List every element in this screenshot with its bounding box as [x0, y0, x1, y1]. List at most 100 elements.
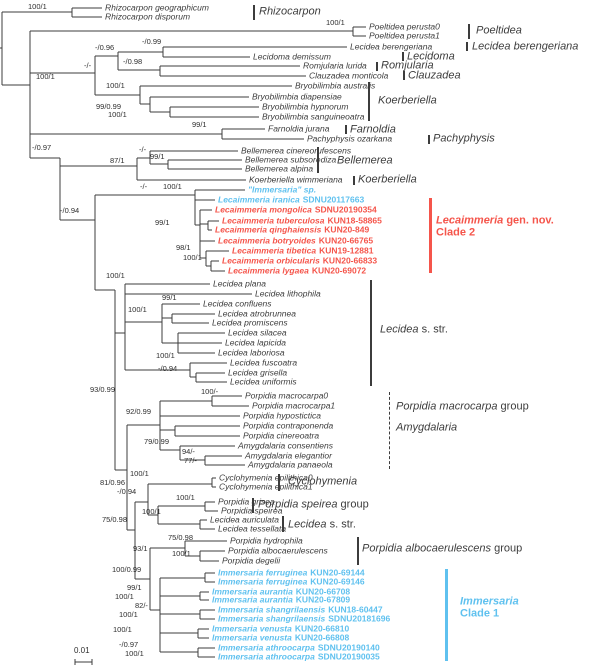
- tip-label: Lecaimmeria orbicularis KUN20-66833: [222, 255, 378, 266]
- tip-label: Cyclohymenia epilithica1: [219, 481, 313, 492]
- support-value: 92/0.99: [126, 407, 152, 416]
- tip-label: Pachyphysis ozarkana: [307, 133, 393, 144]
- tip-label: Lecidea confluens: [203, 298, 272, 309]
- tip-label: Lecaimmeria lygaea KUN20-69072: [228, 265, 367, 276]
- clade-bar: [445, 569, 448, 661]
- clade-label: Lecaimmeria gen. nov.: [436, 214, 554, 227]
- tip-label: Koerberiella wimmeriana: [249, 174, 343, 185]
- tip-label: Bellemerea alpina: [245, 163, 314, 174]
- tip-label: Lecaimmeria tibetica KUN19-12881: [232, 245, 374, 256]
- support-value: 100/1: [176, 493, 195, 502]
- tip-label: Bryobilimbia sanguineoatra: [262, 111, 365, 122]
- support-value: -/0.96: [95, 43, 115, 52]
- clade-label: Clade 1: [460, 607, 500, 620]
- support-value: 100/1: [119, 610, 138, 619]
- clade-label: Farnoldia: [350, 123, 396, 136]
- clade-bar: [429, 198, 432, 273]
- tip-label: Immersaria ferruginea KUN20-69146: [218, 576, 365, 587]
- clade-label: Amygdalaria: [396, 421, 458, 434]
- tip-label: Bellemerea subsorediza: [245, 154, 337, 165]
- support-value: 100/1: [115, 592, 134, 601]
- tip-label: Bryobilimbia diapensiae: [252, 91, 342, 102]
- clade-bar: [389, 392, 390, 469]
- support-value: 79/0.99: [144, 437, 170, 446]
- tip-label: Lecidea laboriosa: [218, 347, 285, 358]
- tip-label: Immersaria shangrilaensis KUN18-60447: [218, 604, 383, 615]
- support-value: -/0.99: [142, 37, 162, 46]
- clade-bar: [368, 82, 370, 121]
- tip-label: Lecidea atrobrunnea: [218, 308, 296, 319]
- tip-label: Lecaimmeria botryoides KUN20-66765: [218, 235, 374, 246]
- tip-label: Lecaimmeria tuberculosa KUN18-58865: [222, 215, 382, 226]
- tip-label: Poeltidea perusta1: [369, 30, 440, 41]
- support-value: 82/-: [135, 601, 148, 610]
- tip-label: Immersaria aurantia KUN20-67809: [212, 594, 351, 605]
- clade-bar: [278, 474, 280, 491]
- support-value: 100/1: [36, 72, 55, 81]
- tip-label: Bryobilimbia hypnorum: [262, 101, 349, 112]
- tip-label: Porpidia macrocarpa0: [245, 390, 329, 401]
- tip-label: Romjularia lurida: [303, 60, 367, 71]
- clade-label: Porpidia albocaerulescens group: [362, 542, 523, 555]
- support-value: -/-: [140, 182, 148, 191]
- tip-label: Clauzadea monticola: [309, 70, 389, 81]
- support-value: 94/-: [182, 447, 195, 456]
- tip-label: Porpidia albocaerulescens: [228, 545, 328, 556]
- support-value: -/-: [84, 61, 92, 70]
- support-value: 100/1: [108, 110, 127, 119]
- support-value: 100/1: [183, 253, 202, 262]
- tip-label: Lecidea uniformis: [230, 376, 297, 387]
- support-value: 99/1: [127, 583, 142, 592]
- tip-label: Immersaria aurantia KUN20-66708: [212, 586, 351, 597]
- support-value: 93/0.99: [90, 385, 116, 394]
- tip-label: Lecidea lapicida: [225, 337, 286, 348]
- support-value: -/-: [139, 145, 147, 154]
- support-value: 100/1: [28, 2, 47, 11]
- support-value: 99/1: [155, 218, 170, 227]
- clade-label: Immersaria: [460, 595, 519, 608]
- tip-label: Porpidia contraponenda: [243, 420, 334, 431]
- tip-label: Lecidoma demissum: [253, 51, 331, 62]
- scale-bar-label: 0.01: [74, 646, 90, 655]
- clade-label: Lecidea s. str.: [288, 518, 356, 531]
- clade-bar: [253, 5, 255, 20]
- tip-label: Amygdalaria elegantior: [245, 450, 332, 461]
- clade-label: Poeltidea: [476, 24, 522, 37]
- clade-label: Romjularia: [381, 59, 434, 72]
- clade-label: Koerberiella: [378, 94, 437, 107]
- tip-label: Lecidea promiscens: [212, 317, 288, 328]
- support-value: 100/1: [172, 549, 191, 558]
- support-value: 99/1: [162, 293, 177, 302]
- tip-label: Lecaimmeria qinghaiensis KUN20-849: [215, 224, 370, 235]
- tip-label: Bellemerea cinereorufescens: [241, 145, 352, 156]
- tip-label: Porpidia speirea: [221, 505, 283, 516]
- clade-label: Lecidea berengeriana: [472, 40, 579, 53]
- clade-bar: [252, 498, 254, 513]
- support-value: 81/0.96: [100, 478, 126, 487]
- clade-label: Bellemerea: [337, 154, 393, 167]
- tip-label: Porpidia degelii: [222, 555, 281, 566]
- support-value: 99/1: [150, 152, 165, 161]
- support-value: 100/1: [130, 469, 149, 478]
- tip-label: Porpidia hypostictica: [243, 410, 321, 421]
- tip-label: Amygdalaria consentiens: [238, 440, 333, 451]
- support-value: -/0.97: [119, 640, 139, 649]
- support-value: 99/1: [192, 120, 207, 129]
- support-value: 93/1: [133, 544, 148, 553]
- clade-bar: [466, 42, 468, 51]
- tip-label: Lecidea grisella: [228, 367, 288, 378]
- tip-label: Lecidea plana: [213, 278, 266, 289]
- clade-bar: [282, 516, 284, 532]
- tree-branch-lines: [0, 7, 366, 665]
- clade-label: Rhizocarpon: [259, 5, 321, 18]
- support-value: 100/1: [125, 649, 144, 658]
- clade-label: Porpidia speirea group: [258, 498, 369, 511]
- tip-label: Poeltidea perusta0: [369, 21, 440, 32]
- support-value: -/0.97: [32, 143, 52, 152]
- tip-label: Amygdalaria panaeola: [248, 459, 333, 470]
- support-value: 99/0.99: [96, 102, 122, 111]
- clade-bar: [468, 24, 470, 39]
- tip-label: Cyclohymenia epilithica0: [219, 472, 313, 483]
- support-value: 100/-: [201, 387, 219, 396]
